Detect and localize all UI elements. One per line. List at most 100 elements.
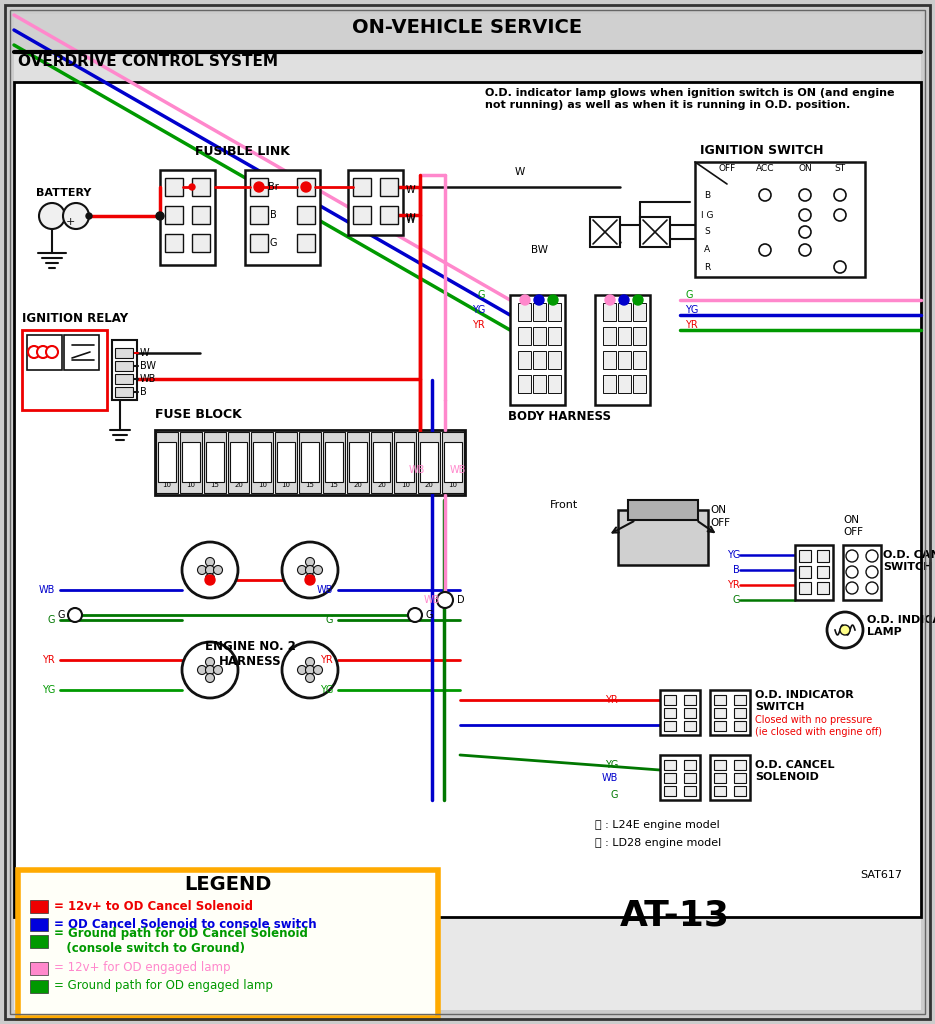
Bar [618, 375, 631, 393]
Bar [799, 566, 811, 578]
Bar [734, 773, 746, 783]
Circle shape [605, 295, 615, 305]
Bar [595, 295, 650, 406]
Circle shape [206, 666, 214, 675]
Text: G: G [425, 610, 433, 620]
Circle shape [297, 666, 307, 675]
Text: O.D. INDICATOR
LAMP: O.D. INDICATOR LAMP [867, 615, 935, 637]
Text: ⓓ : LD28 engine model: ⓓ : LD28 engine model [595, 838, 721, 848]
Bar [250, 206, 268, 224]
Circle shape [28, 346, 40, 358]
Text: OFF: OFF [843, 527, 863, 537]
Circle shape [408, 608, 422, 622]
Bar [180, 432, 202, 493]
Text: 20: 20 [424, 482, 434, 488]
Bar [30, 962, 48, 975]
Bar [22, 330, 107, 410]
Bar [245, 170, 320, 265]
Circle shape [437, 592, 453, 608]
Circle shape [834, 261, 846, 273]
Bar [518, 303, 531, 321]
Circle shape [840, 625, 850, 635]
Text: 20: 20 [353, 482, 362, 488]
Text: B: B [140, 387, 147, 397]
Text: = Ground path for OD Cancel Solenoid
   (console switch to Ground): = Ground path for OD Cancel Solenoid (co… [54, 927, 308, 955]
Bar [603, 303, 616, 321]
Bar [628, 500, 698, 520]
Text: WB: WB [424, 595, 440, 605]
Bar [297, 178, 315, 196]
Bar [618, 510, 708, 565]
Bar [14, 52, 921, 82]
Bar [250, 178, 268, 196]
Circle shape [205, 575, 215, 585]
Text: G: G [57, 610, 65, 620]
Bar [633, 351, 646, 369]
Bar [684, 708, 696, 718]
Bar [165, 206, 183, 224]
Circle shape [182, 542, 238, 598]
Text: 15: 15 [306, 482, 314, 488]
Text: B: B [704, 190, 710, 200]
Bar [325, 442, 343, 482]
Text: BW: BW [531, 245, 549, 255]
Bar [227, 432, 250, 493]
Circle shape [306, 565, 314, 574]
Circle shape [282, 642, 338, 698]
Text: YG: YG [42, 685, 55, 695]
Text: ENGINE NO. 2
HARNESS: ENGINE NO. 2 HARNESS [205, 640, 295, 668]
Bar [115, 374, 133, 384]
Text: W: W [406, 185, 416, 195]
Text: BW: BW [140, 361, 156, 371]
Bar [323, 432, 345, 493]
Text: YG: YG [726, 550, 740, 560]
Bar [548, 351, 561, 369]
Circle shape [182, 642, 238, 698]
Text: D: D [457, 595, 465, 605]
Circle shape [633, 295, 643, 305]
Bar [353, 178, 371, 196]
Bar [510, 295, 565, 406]
Circle shape [759, 244, 771, 256]
Bar [160, 170, 215, 265]
Bar [817, 566, 829, 578]
Circle shape [206, 657, 214, 667]
Bar [30, 900, 48, 913]
Text: YG: YG [471, 305, 485, 315]
Bar [603, 327, 616, 345]
Text: A: A [704, 246, 710, 255]
Bar [115, 348, 133, 358]
Circle shape [39, 203, 65, 229]
Text: WB: WB [601, 773, 618, 783]
Text: G: G [478, 290, 485, 300]
Bar [684, 786, 696, 796]
Text: ON: ON [798, 164, 812, 173]
Bar [533, 351, 546, 369]
Circle shape [866, 582, 878, 594]
Text: YR: YR [605, 695, 618, 705]
Bar [192, 178, 210, 196]
Text: WB: WB [140, 374, 156, 384]
Text: ST: ST [834, 164, 845, 173]
Circle shape [306, 557, 314, 566]
Circle shape [282, 542, 338, 598]
Text: W: W [140, 348, 150, 358]
Bar [664, 773, 676, 783]
Text: ⓖ : L24E engine model: ⓖ : L24E engine model [595, 820, 720, 830]
Text: = OD Cancel Solenoid to console switch: = OD Cancel Solenoid to console switch [54, 918, 317, 931]
Circle shape [759, 189, 771, 201]
Bar [710, 755, 750, 800]
Circle shape [63, 203, 89, 229]
Bar [181, 442, 200, 482]
Text: 15: 15 [210, 482, 219, 488]
Text: SAT617: SAT617 [860, 870, 902, 880]
Bar [548, 303, 561, 321]
Bar [156, 432, 178, 493]
Bar [734, 708, 746, 718]
Bar [633, 327, 646, 345]
Text: Closed with no pressure
(ie closed with engine off): Closed with no pressure (ie closed with … [755, 715, 882, 736]
Text: ON: ON [843, 515, 859, 525]
Circle shape [306, 657, 314, 667]
Text: S: S [704, 227, 710, 237]
Bar [533, 303, 546, 321]
